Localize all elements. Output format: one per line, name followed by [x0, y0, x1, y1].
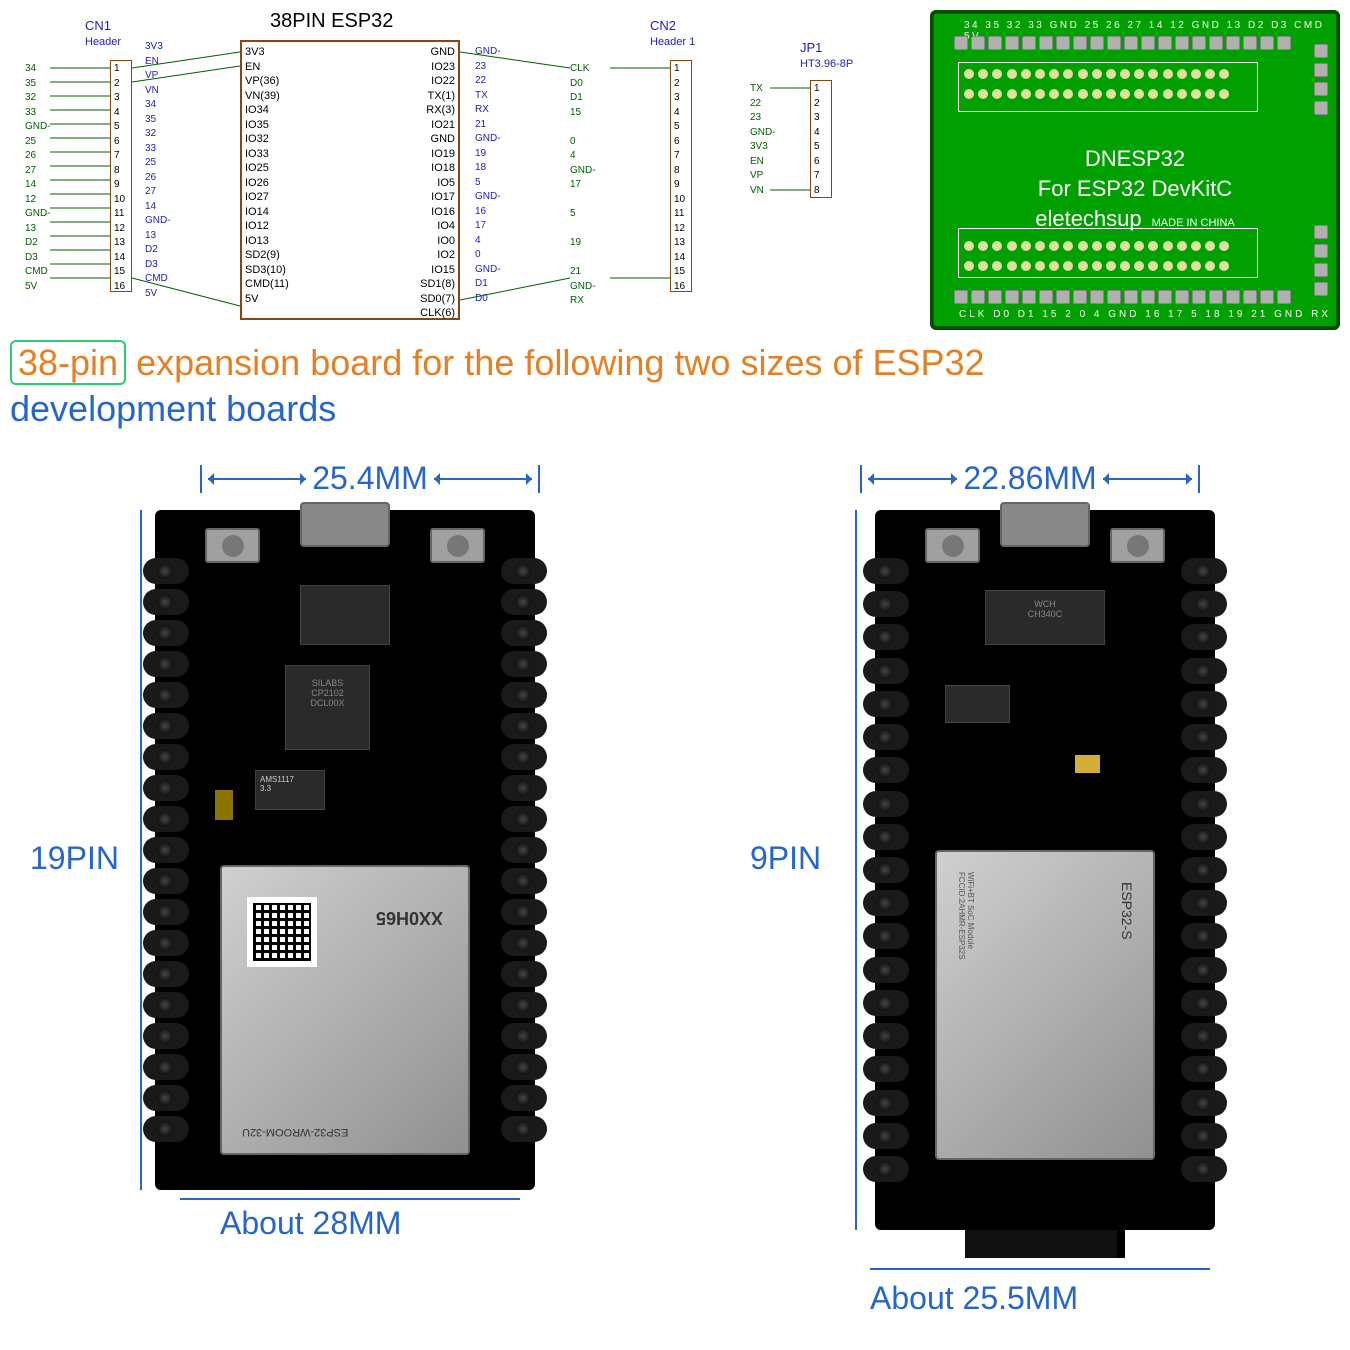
boot-button	[925, 528, 980, 563]
boot-button	[205, 528, 260, 563]
right-width-arrow: 22.86MM	[860, 460, 1200, 497]
left-height-label: 19PIN	[30, 840, 119, 877]
pcb-top-pads	[954, 36, 1291, 50]
right-bottom-line	[870, 1268, 1210, 1270]
usb-port-icon	[300, 502, 390, 547]
left-dev-board: SILABSCP2102DCL00X AMS11173.3 XX0H65 ESP…	[155, 510, 535, 1190]
ch340-chip: WCHCH340C	[985, 590, 1105, 645]
caption-text: 38-pin expansion board for the following…	[10, 340, 1340, 432]
left-pin-rail-l	[143, 550, 189, 1150]
pcb-bot-pads	[954, 290, 1291, 304]
right-bottom-label: About 25.5MM	[870, 1280, 1078, 1317]
pcb-holes-4	[964, 261, 1229, 271]
schematic-diagram: 38PIN ESP32 CN1 Header 12345678910111213…	[10, 10, 910, 330]
wroom-shield: XX0H65 ESP32-WROOM-32U	[220, 865, 470, 1155]
en-button	[1110, 528, 1165, 563]
usb-port-icon	[1000, 502, 1090, 547]
caption-boxed: 38-pin	[10, 340, 126, 385]
cp2102-chip: SILABSCP2102DCL00X	[285, 665, 370, 750]
usb-chip	[300, 585, 390, 645]
right-pin-rail-l	[863, 550, 909, 1190]
left-bottom-label: About 28MM	[220, 1205, 401, 1242]
pcb-text: DNESP32 For ESP32 DevKitC eletechsupMADE…	[934, 144, 1336, 238]
capacitor	[215, 790, 233, 820]
qr-code-icon	[247, 897, 317, 967]
regulator-chip: AMS11173.3	[255, 770, 325, 810]
pcb-board: 34 35 32 33 GND 25 26 27 14 12 GND 13 D2…	[930, 10, 1340, 330]
left-height-line	[140, 510, 142, 1190]
capacitor-gold	[1075, 755, 1100, 773]
pcb-antenna-icon	[965, 1230, 1125, 1258]
left-width-arrow: 25.4MM	[200, 460, 540, 497]
en-button	[430, 528, 485, 563]
right-height-line	[855, 510, 857, 1230]
pcb-right-bot-pads	[1314, 225, 1328, 296]
right-height-label: 9PIN	[750, 840, 821, 877]
left-bottom-line	[180, 1198, 520, 1200]
right-pin-rail-r	[1181, 550, 1227, 1190]
pcb-bot-silk: CLK D0 D1 15 2 0 4 GND 16 17 5 18 19 21 …	[959, 309, 1331, 320]
regulator-chip-r	[945, 685, 1010, 723]
pcb-right-top-pads	[1314, 44, 1328, 115]
esp32s-shield: ESP32-S WiFi+BT SoC ModuleFCCID:2AHMR-ES…	[935, 850, 1155, 1160]
wire-lines	[10, 10, 910, 330]
pcb-holes-2	[964, 89, 1229, 99]
right-dev-board: WCHCH340C ESP32-S WiFi+BT SoC ModuleFCCI…	[875, 510, 1215, 1230]
pcb-holes-3	[964, 241, 1229, 251]
pcb-holes-1	[964, 69, 1229, 79]
board-area: 25.4MM 19PIN SILA	[0, 460, 1350, 1350]
left-pin-rail-r	[501, 550, 547, 1150]
